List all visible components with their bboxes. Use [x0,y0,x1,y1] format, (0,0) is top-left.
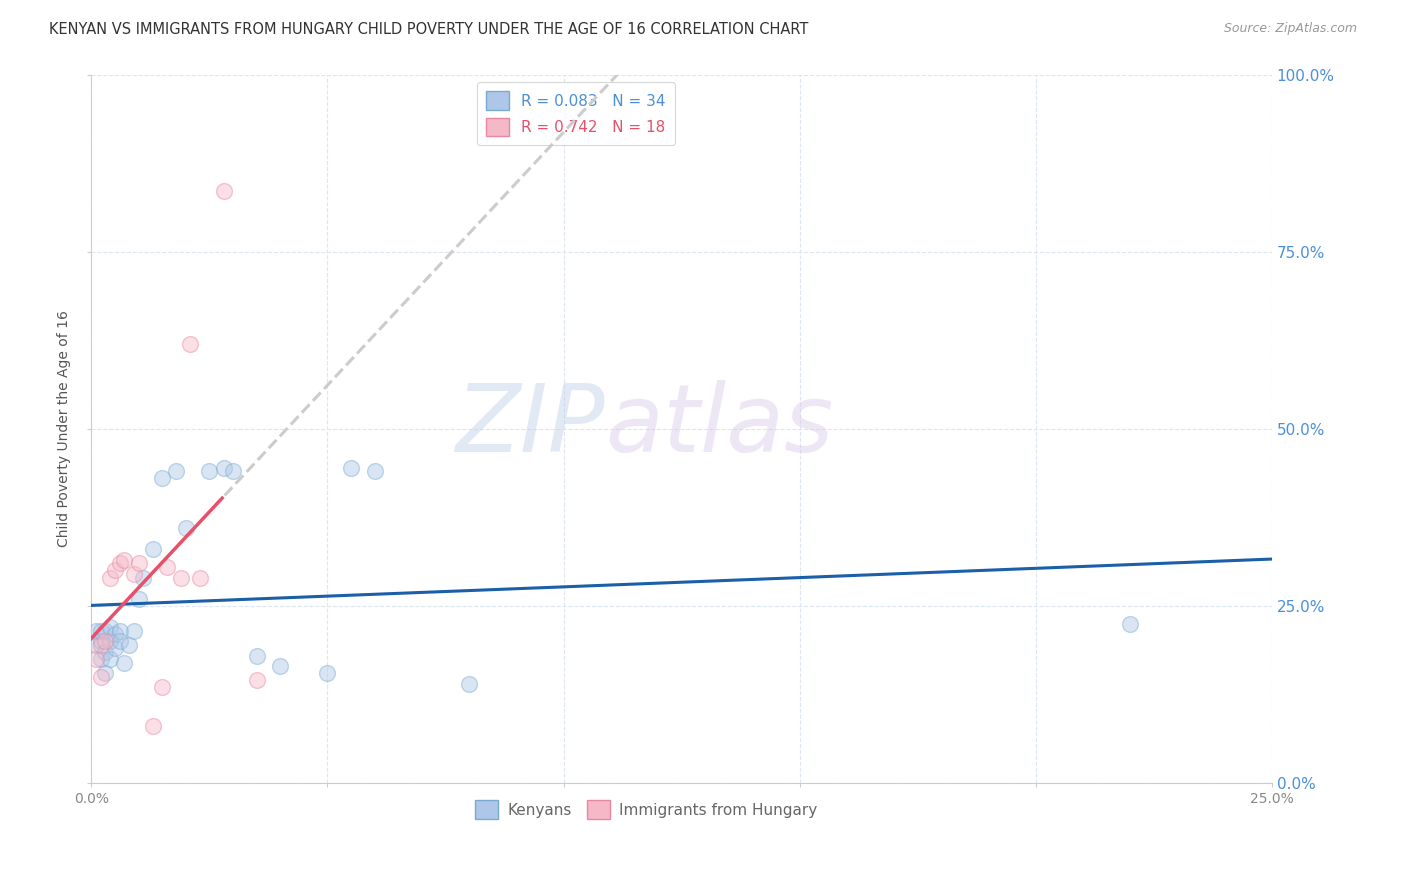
Point [363,464,385,478]
Point [142,542,165,557]
Point [112,553,135,567]
Point [90,670,112,684]
Point [94,666,117,681]
Point [156,560,179,574]
Point [165,464,187,478]
Point [84,624,107,638]
Point [246,648,269,663]
Point [90,634,112,648]
Point [90,638,112,652]
Point [104,564,127,578]
Point [316,666,339,681]
Point [94,624,117,638]
Point [458,677,481,691]
Point [108,624,131,638]
Point [108,557,131,571]
Y-axis label: Child Poverty Under the Age of 16: Child Poverty Under the Age of 16 [58,310,72,547]
Point [128,557,150,571]
Point [212,460,235,475]
Text: atlas: atlas [605,380,834,471]
Point [150,471,173,485]
Point [94,634,117,648]
Point [269,659,291,673]
Point [122,567,145,582]
Point [98,652,121,666]
Point [104,641,127,656]
Point [112,656,135,670]
Point [174,521,197,535]
Text: Source: ZipAtlas.com: Source: ZipAtlas.com [1223,22,1357,36]
Point [150,681,173,695]
Point [122,624,145,638]
Point [132,570,155,584]
Point [170,570,193,584]
Point [84,652,107,666]
Point [90,624,112,638]
Point [118,638,141,652]
Point [108,634,131,648]
Point [340,460,363,475]
Text: KENYAN VS IMMIGRANTS FROM HUNGARY CHILD POVERTY UNDER THE AGE OF 16 CORRELATION : KENYAN VS IMMIGRANTS FROM HUNGARY CHILD … [49,22,808,37]
Point [98,570,121,584]
Point [179,336,201,351]
Point [128,591,150,606]
Point [84,638,107,652]
Point [212,185,235,199]
Point [98,620,121,634]
Point [94,645,117,659]
Point [98,634,121,648]
Point [222,464,245,478]
Point [1119,616,1142,631]
Point [90,652,112,666]
Point [142,719,165,733]
Text: ZIP: ZIP [456,380,605,471]
Point [198,464,221,478]
Legend: Kenyans, Immigrants from Hungary: Kenyans, Immigrants from Hungary [470,794,824,825]
Point [246,673,269,688]
Point [104,627,127,641]
Point [188,570,211,584]
